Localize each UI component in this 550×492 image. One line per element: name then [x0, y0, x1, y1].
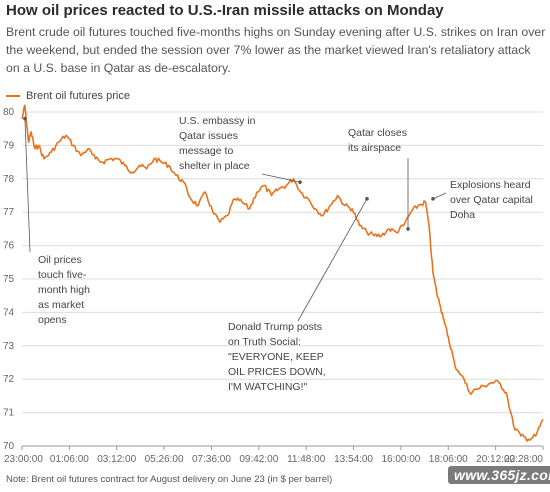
y-tick-label: 78 [3, 174, 15, 185]
x-tick-label: 09:42:00 [239, 454, 278, 465]
x-tick-label: 20:12:00 [476, 454, 515, 465]
y-tick-label: 75 [3, 274, 15, 285]
y-tick-label: 73 [3, 341, 15, 352]
x-tick-label: 13:54:00 [334, 454, 373, 465]
legend-label: Brent oil futures price [26, 90, 130, 102]
y-tick-label: 80 [3, 107, 15, 118]
x-tick-label: 01:06:00 [50, 454, 89, 465]
annotation-text: Qatar closes its airspace [348, 127, 407, 154]
chart-title: How oil prices reacted to U.S.-Iran miss… [6, 2, 444, 19]
x-tick-label: 18:06:00 [429, 454, 468, 465]
watermark-logo: www.365jz.com [448, 466, 550, 484]
annotation-arrowhead [431, 197, 435, 201]
y-tick-label: 76 [3, 241, 15, 252]
annotation-leader [432, 192, 447, 200]
annotation-text: U.S. embassy in Qatar issues message to she… [179, 115, 256, 172]
annotation-text: Donald Trump posts on Truth Social: "EVERY… [228, 321, 326, 393]
annotation-arrowhead [365, 197, 369, 201]
y-tick-label: 79 [3, 140, 15, 151]
y-tick-label: 70 [3, 441, 15, 452]
annotation-arrowhead [298, 180, 302, 184]
annotation-leader [24, 118, 31, 253]
annotation-arrowhead [23, 116, 27, 121]
x-tick-label: 23:00:00 [4, 454, 43, 465]
x-tick-label: 22:28:00 [504, 454, 543, 465]
y-tick-label: 74 [3, 307, 15, 318]
series-line-brent [21, 104, 544, 442]
annotation-leader [297, 198, 368, 322]
legend: Brent oil futures price [6, 90, 130, 102]
annotation-text: Oil prices touch five-month high as market… [38, 254, 90, 326]
y-tick-label: 72 [3, 374, 15, 385]
y-tick-label: 71 [3, 408, 15, 419]
chart-subtitle: Brent crude oil futures touched five-mon… [6, 25, 546, 75]
x-tick-label: 16:00:00 [381, 454, 420, 465]
legend-swatch [6, 95, 20, 98]
x-tick-label: 05:26:00 [145, 454, 184, 465]
x-tick-label: 03:12:00 [97, 454, 136, 465]
x-tick-label: 11:48:00 [287, 454, 326, 465]
y-tick-label: 77 [3, 207, 15, 218]
footnote: Note: Brent oil futures contract for Aug… [6, 474, 333, 485]
annotation-arrowhead [406, 227, 410, 231]
annotation-leader [261, 173, 301, 183]
annotation-text: Explosions heard over Qatar capital Doha [450, 179, 533, 221]
x-tick-label: 07:36:00 [192, 454, 231, 465]
